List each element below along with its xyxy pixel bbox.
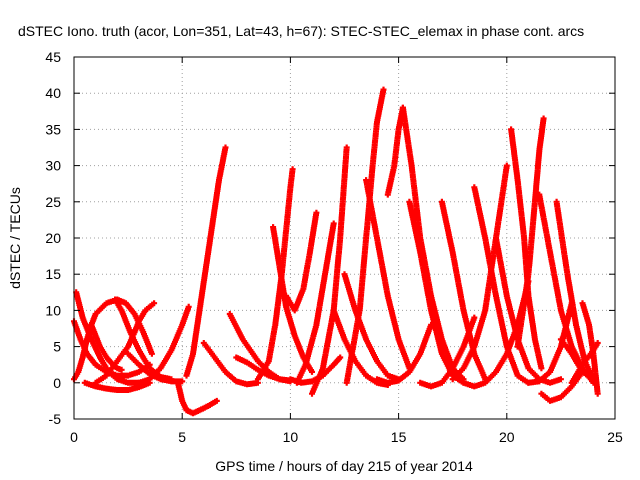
plus-markers <box>293 220 337 386</box>
y-tick-label: 45 <box>45 49 61 65</box>
y-axis-label: dSTEC / TECUs <box>7 187 23 289</box>
plus-markers <box>200 340 261 388</box>
data-series-14 <box>233 354 294 385</box>
plus-markers <box>399 104 467 383</box>
x-tick-label: 25 <box>607 429 623 445</box>
data-series-9 <box>135 303 192 386</box>
data-series-20 <box>309 144 350 397</box>
plus-markers <box>174 379 220 417</box>
plus-markers <box>343 86 387 386</box>
x-tick-label: 10 <box>283 429 299 445</box>
plus-markers <box>135 303 192 386</box>
data-series-22 <box>341 271 402 383</box>
data-series-3 <box>73 289 142 386</box>
data-series-36 <box>514 115 547 350</box>
x-tick-label: 0 <box>70 429 78 445</box>
plus-markers <box>183 144 229 379</box>
x-tick-label: 20 <box>499 429 515 445</box>
plot-frame <box>73 56 616 420</box>
plus-markers <box>309 144 350 397</box>
data-series-12 <box>200 340 261 388</box>
plus-markers <box>73 289 142 386</box>
plus-markers <box>81 379 153 393</box>
plus-markers <box>579 300 601 397</box>
data-series-43 <box>579 300 601 397</box>
y-tick-label: 40 <box>45 85 61 101</box>
x-axis-label: GPS time / hours of day 215 of year 2014 <box>215 458 473 474</box>
data-series-27 <box>399 104 467 383</box>
data-series-15 <box>254 166 296 383</box>
plus-markers <box>341 271 402 383</box>
plus-markers <box>438 198 489 383</box>
plus-markers <box>374 321 435 386</box>
plus-markers <box>283 209 320 314</box>
data-series-19 <box>293 220 337 386</box>
data-series-30 <box>438 198 489 383</box>
plus-markers <box>514 115 547 350</box>
y-tick-label: 20 <box>45 230 61 246</box>
plus-markers <box>384 104 406 198</box>
data-series-17 <box>283 209 320 314</box>
y-tick-label: 5 <box>53 339 61 355</box>
data-series-8 <box>125 350 186 385</box>
x-tick-label: 5 <box>178 429 186 445</box>
x-tick-label: 15 <box>391 429 407 445</box>
data-series-26 <box>384 104 406 198</box>
y-tick-label: 0 <box>53 375 61 391</box>
data-series <box>71 86 601 417</box>
plus-markers <box>363 177 413 372</box>
chart-title: dSTEC Iono. truth (acor, Lon=351, Lat=43… <box>18 23 584 39</box>
plus-markers <box>125 350 186 385</box>
y-tick-label: 15 <box>45 266 61 282</box>
data-series-10 <box>174 379 220 417</box>
y-tick-label: 10 <box>45 302 61 318</box>
data-series-24 <box>363 177 413 372</box>
y-tick-label: -5 <box>49 411 62 427</box>
data-series-4 <box>81 379 153 393</box>
plus-markers <box>233 354 294 385</box>
data-series-25 <box>374 321 435 386</box>
data-series-11 <box>183 144 229 379</box>
y-tick-label: 25 <box>45 194 61 210</box>
data-series-23 <box>343 86 387 386</box>
plus-markers <box>254 166 296 383</box>
y-tick-label: 30 <box>45 158 61 174</box>
y-tick-label: 35 <box>45 121 61 137</box>
